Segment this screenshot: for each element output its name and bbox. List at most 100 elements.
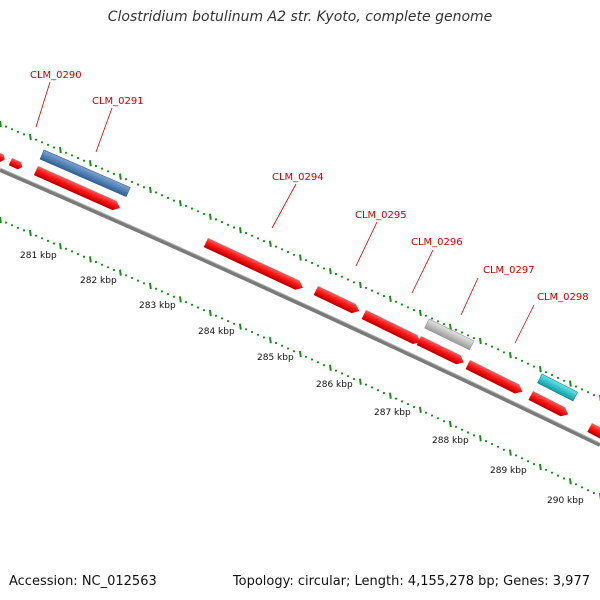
outer-tick-56 xyxy=(334,272,338,276)
kbp-label-289: 289 kbp xyxy=(490,466,527,476)
outer-tick-57 xyxy=(340,275,344,278)
outer-tick-12 xyxy=(70,154,74,157)
outer-tick-18 xyxy=(106,170,110,173)
kbp-label-288: 288 kbp xyxy=(432,436,469,446)
inner-tick-18 xyxy=(106,266,110,269)
gene-after-cyan[interactable] xyxy=(528,391,570,419)
outer-tick-98 xyxy=(586,391,590,394)
gene-clm-0291[interactable] xyxy=(33,166,122,213)
inner-tick-48 xyxy=(286,347,290,350)
label-clm-0294: CLM_0294 xyxy=(272,172,324,183)
outer-tick-32 xyxy=(190,207,194,210)
inner-tick-36 xyxy=(214,314,218,317)
inner-tick-79 xyxy=(472,434,476,437)
label-clm-0296: CLM_0296 xyxy=(411,237,463,248)
outer-tick-15 xyxy=(89,160,92,167)
inner-tick-88 xyxy=(526,460,530,463)
inner-tick-6 xyxy=(34,234,38,237)
outer-tick-20 xyxy=(119,173,122,180)
outer-tick-79 xyxy=(472,337,476,340)
inner-tick-0 xyxy=(0,216,2,224)
inner-tick-39 xyxy=(232,322,236,325)
inner-tick-28 xyxy=(166,293,170,296)
inner-tick-57 xyxy=(340,372,344,375)
outer-tick-66 xyxy=(394,300,398,303)
inner-tick-78 xyxy=(466,431,470,434)
inner-tick-75 xyxy=(449,420,452,428)
inner-tick-99 xyxy=(592,492,596,495)
inner-tick-97 xyxy=(580,486,584,489)
inner-tick-93 xyxy=(556,474,560,477)
kbp-label-282: 282 kbp xyxy=(80,276,117,286)
inner-tick-9 xyxy=(52,242,56,245)
inner-tick-64 xyxy=(382,391,386,395)
gene-clm-0297-gray[interactable] xyxy=(424,318,475,351)
outer-tick-14 xyxy=(82,159,86,162)
outer-tick-70 xyxy=(419,309,422,317)
inner-tick-34 xyxy=(202,309,206,312)
inner-tick-89 xyxy=(532,463,536,466)
kbp-label-283: 283 kbp xyxy=(139,301,176,311)
outer-tick-24 xyxy=(142,186,146,189)
inner-tick-14 xyxy=(82,255,86,258)
inner-tick-3 xyxy=(16,226,20,229)
inner-tick-25 xyxy=(149,282,152,290)
outer-tick-34 xyxy=(202,212,206,216)
inner-tick-20 xyxy=(119,269,122,276)
outer-tick-71 xyxy=(424,314,428,317)
gene-clm-0290[interactable] xyxy=(39,149,131,197)
inner-tick-17 xyxy=(100,263,104,266)
inner-tick-95 xyxy=(569,478,572,485)
label-clm-0297: CLM_0297 xyxy=(483,265,535,276)
inner-tick-58 xyxy=(346,375,350,378)
outer-tick-58 xyxy=(346,278,350,281)
outer-tick-3 xyxy=(16,130,20,133)
gene-clm-0297[interactable] xyxy=(416,336,466,367)
gene-clm-0298[interactable] xyxy=(465,360,525,396)
gene-clm-0296[interactable] xyxy=(361,310,423,347)
outer-tick-37 xyxy=(220,221,224,224)
inner-tick-7 xyxy=(40,237,44,240)
gene-small-left-1[interactable] xyxy=(0,151,6,163)
outer-tick-65 xyxy=(389,295,392,303)
inner-tick-2 xyxy=(10,224,14,227)
gene-clm-0294[interactable] xyxy=(203,238,305,292)
outer-tick-2 xyxy=(10,128,14,131)
outer-tick-77 xyxy=(460,331,464,334)
inner-tick-40 xyxy=(239,323,242,330)
label-clm-0295: CLM_0295 xyxy=(355,210,407,221)
inner-tick-31 xyxy=(184,301,188,304)
topology-summary: Topology: circular; Length: 4,155,278 bp… xyxy=(232,574,590,589)
outer-tick-19 xyxy=(112,172,116,175)
inner-tick-55 xyxy=(329,364,332,371)
inner-tick-22 xyxy=(130,276,134,280)
gene-small-left-2[interactable] xyxy=(8,158,24,171)
inner-tick-ring xyxy=(0,216,600,500)
inner-tick-86 xyxy=(514,454,518,457)
inner-tick-4 xyxy=(22,229,26,232)
inner-tick-76 xyxy=(454,425,458,428)
outer-tick-61 xyxy=(364,286,368,289)
outer-tick-83 xyxy=(496,348,500,351)
outer-tick-31 xyxy=(184,204,188,207)
outer-tick-7 xyxy=(40,141,44,144)
outer-tick-42 xyxy=(250,234,254,237)
outer-tick-21 xyxy=(124,178,128,181)
inner-tick-90 xyxy=(539,463,542,471)
inner-tick-51 xyxy=(304,355,308,358)
genome-backbone xyxy=(0,168,600,447)
outer-tick-74 xyxy=(442,323,446,326)
inner-tick-83 xyxy=(496,445,500,448)
inner-tick-16 xyxy=(94,260,98,264)
inner-tick-19 xyxy=(112,268,116,272)
outer-tick-48 xyxy=(286,250,290,254)
inner-tick-46 xyxy=(274,341,278,345)
outer-tick-92 xyxy=(550,373,554,377)
gene-right-edge[interactable] xyxy=(587,423,600,439)
gene-cyan[interactable] xyxy=(537,373,578,402)
inner-tick-59 xyxy=(352,377,356,381)
inner-tick-37 xyxy=(220,317,224,320)
inner-tick-82 xyxy=(490,442,494,446)
gene-clm-0295[interactable] xyxy=(313,286,362,316)
inner-tick-81 xyxy=(484,440,488,443)
